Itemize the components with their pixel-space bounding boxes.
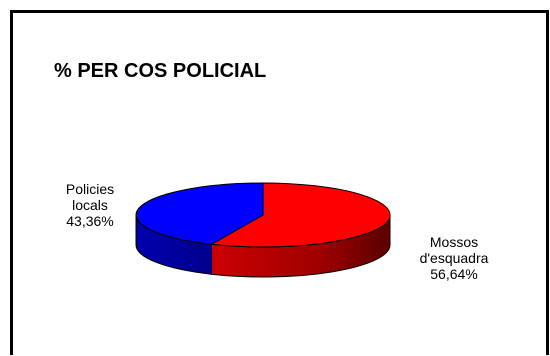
slice-label-line1: Mossos [429,234,479,250]
slice-label-line1: Policies [65,181,115,197]
slice-label-policies: Policies locals 43,36% [52,181,128,229]
slice-value-label: 43,36% [66,213,114,229]
pie-slice [209,182,391,248]
slice-label-line2: d'esquadra [419,250,489,266]
slice-label-line2: locals [72,197,108,213]
chart-frame [10,10,549,355]
pie-slice [135,182,264,245]
slice-label-mossos: Mossos d'esquadra 56,64% [408,234,500,282]
chart-title: % PER COS POLICIAL [54,60,267,82]
slice-value-label: 56,64% [430,266,478,282]
pie-tops [135,182,391,248]
